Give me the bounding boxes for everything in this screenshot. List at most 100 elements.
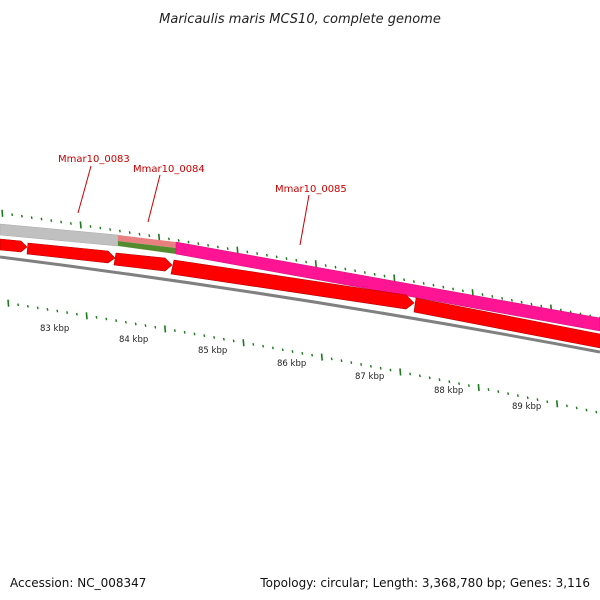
minor-tick: [565, 404, 568, 408]
genome-backbone: [0, 255, 600, 354]
minor-tick: [448, 380, 451, 384]
minor-tick: [138, 232, 141, 236]
cds-arrow: [0, 238, 28, 253]
major-tick: [556, 400, 559, 408]
minor-tick: [183, 330, 186, 334]
kbp-tick-label: 88 kbp: [434, 386, 463, 396]
minor-tick: [75, 312, 78, 316]
minor-tick: [46, 308, 49, 311]
minor-tick: [232, 339, 235, 343]
major-tick: [158, 233, 161, 241]
minor-tick: [481, 293, 484, 296]
minor-tick: [95, 315, 98, 319]
genome-summary-text: Topology: circular; Length: 3,368,780 bp…: [260, 576, 590, 590]
minor-tick: [575, 406, 578, 410]
major-tick: [79, 221, 82, 229]
minor-tick: [216, 245, 219, 249]
minor-tick: [56, 309, 59, 313]
minor-tick: [291, 350, 294, 353]
major-tick: [393, 274, 396, 282]
minor-tick: [262, 344, 265, 348]
minor-tick: [363, 271, 366, 274]
major-tick: [314, 260, 317, 268]
pink-gene-bar: [118, 235, 176, 248]
minor-tick: [99, 226, 102, 230]
minor-tick: [173, 329, 176, 333]
minor-tick: [109, 228, 112, 231]
minor-tick: [389, 368, 392, 372]
minor-tick: [305, 260, 308, 264]
major-tick: [320, 353, 323, 361]
minor-tick: [203, 334, 206, 338]
minor-tick: [350, 361, 353, 364]
minor-tick: [452, 287, 455, 291]
cds-arrow: [170, 259, 415, 310]
minor-tick: [442, 285, 445, 289]
minor-tick: [265, 253, 268, 257]
minor-tick: [252, 343, 255, 346]
major-tick: [236, 246, 239, 254]
minor-tick: [491, 295, 494, 298]
minor-tick: [340, 359, 343, 363]
minor-tick: [344, 267, 347, 271]
minor-tick: [422, 281, 425, 285]
kbp-tick-label: 85 kbp: [198, 346, 227, 356]
minor-tick: [354, 269, 357, 273]
minor-tick: [256, 252, 259, 255]
minor-tick: [409, 372, 412, 376]
minor-tick: [226, 247, 229, 250]
label-leader-line: [299, 194, 310, 246]
minor-tick: [207, 243, 210, 247]
minor-tick: [36, 306, 39, 310]
kbp-tick-label: 84 kbp: [119, 335, 148, 345]
minor-tick: [546, 400, 549, 404]
cds-arrow: [26, 242, 116, 264]
minor-tick: [540, 304, 543, 308]
minor-tick: [311, 353, 314, 357]
minor-tick: [26, 304, 29, 308]
kbp-tick-label: 86 kbp: [277, 359, 306, 369]
kbp-tick-label: 89 kbp: [512, 402, 541, 412]
label-leader-line: [147, 174, 161, 223]
minor-tick: [17, 303, 20, 307]
minor-tick: [275, 255, 278, 259]
minor-tick: [295, 258, 298, 262]
minor-tick: [530, 302, 533, 306]
minor-tick: [360, 363, 363, 366]
cds-arrow-track: [0, 238, 600, 349]
minor-tick: [11, 213, 14, 217]
minor-tick: [595, 410, 598, 414]
minor-tick: [324, 264, 327, 267]
minor-tick: [379, 366, 382, 370]
minor-tick: [40, 217, 43, 221]
minor-tick: [213, 336, 216, 339]
minor-tick: [60, 220, 63, 224]
minor-tick: [432, 283, 435, 287]
inner-tick-row: [7, 299, 598, 414]
minor-tick: [285, 257, 288, 261]
cds-arrow: [113, 252, 173, 272]
minor-tick: [281, 348, 284, 352]
minor-tick: [428, 376, 431, 380]
minor-tick: [467, 384, 470, 388]
minor-tick: [334, 265, 337, 269]
major-tick: [477, 384, 480, 392]
accession-text: Accession: NC_008347: [10, 576, 147, 590]
gene-label-mmar10-0085: Mmar10_0085: [275, 184, 347, 195]
minor-tick: [526, 396, 529, 400]
minor-tick: [187, 240, 190, 244]
minor-tick: [115, 319, 118, 323]
major-tick: [164, 325, 167, 333]
minor-tick: [369, 364, 372, 368]
minor-tick: [148, 234, 151, 238]
outer-tick-row: [1, 209, 600, 320]
label-leader-line: [77, 165, 92, 214]
minor-tick: [507, 392, 510, 396]
minor-tick: [383, 274, 386, 278]
gene-label-mmar10-0084: Mmar10_0084: [133, 164, 205, 175]
minor-tick: [520, 300, 523, 304]
minor-tick: [403, 278, 406, 282]
minor-tick: [197, 242, 200, 246]
minor-tick: [89, 225, 92, 228]
